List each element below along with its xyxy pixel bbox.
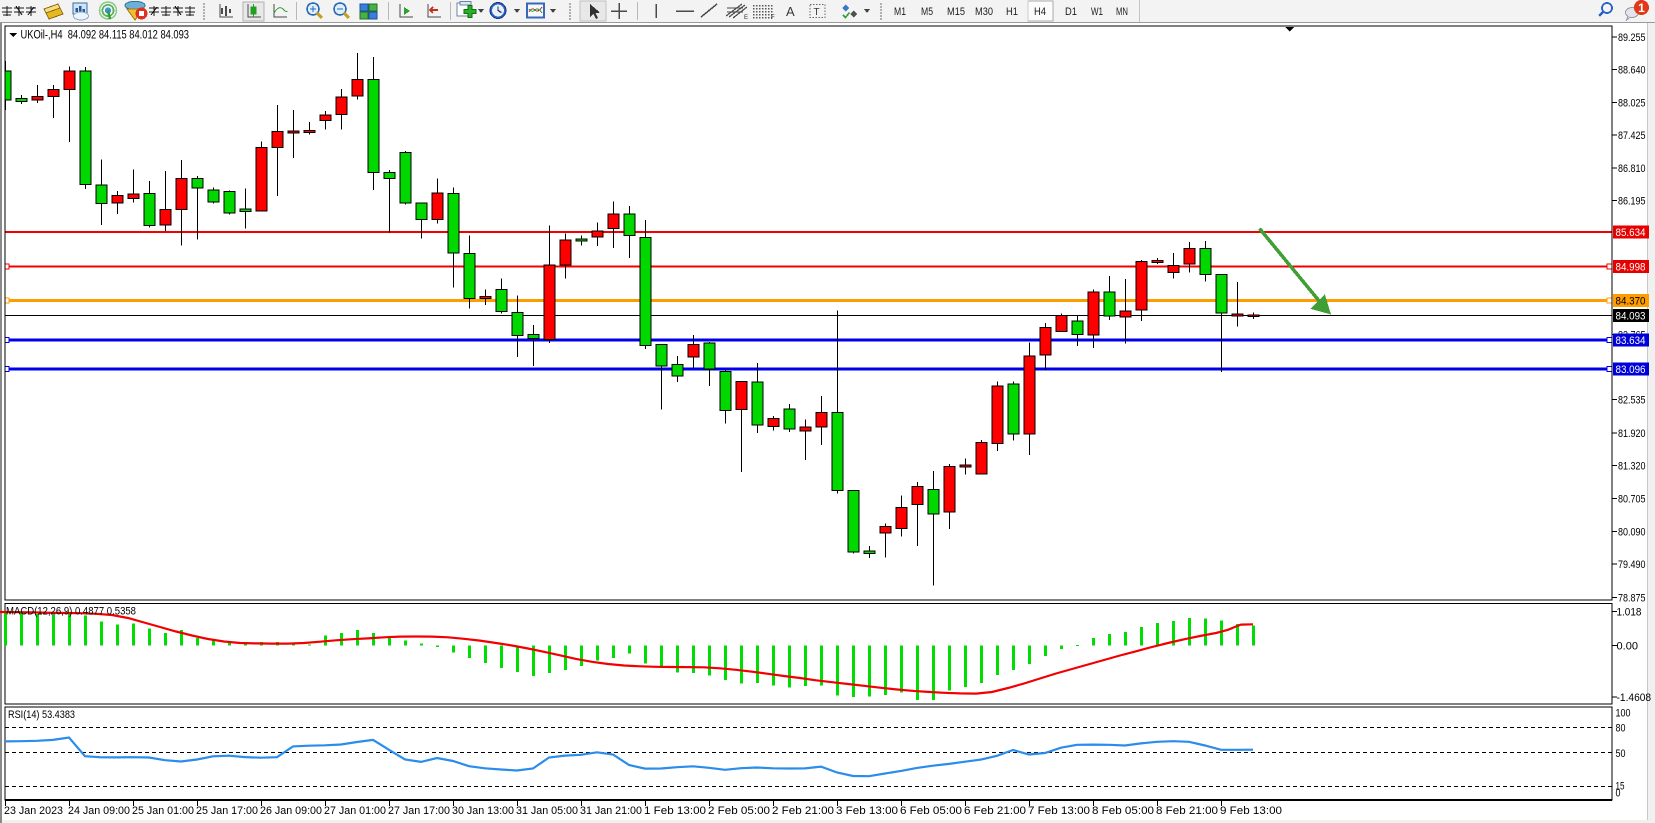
svg-text:A: A — [786, 4, 795, 19]
svg-text:M30: M30 — [975, 6, 993, 18]
svg-text:26 Jan 09:00: 26 Jan 09:00 — [260, 805, 322, 817]
svg-text:50: 50 — [1616, 748, 1626, 760]
svg-text:83.634: 83.634 — [1616, 335, 1646, 347]
svg-text:23 Jan 2023: 23 Jan 2023 — [4, 805, 63, 817]
svg-text:79.490: 79.490 — [1618, 559, 1646, 571]
svg-text:D1: D1 — [1065, 6, 1077, 18]
svg-text:8 Feb 21:00: 8 Feb 21:00 — [1156, 805, 1218, 817]
svg-text:31 Jan 05:00: 31 Jan 05:00 — [516, 805, 578, 817]
svg-text:7 Feb 13:00: 7 Feb 13:00 — [1028, 805, 1090, 817]
svg-text:1.018: 1.018 — [1617, 607, 1642, 619]
svg-text:27 Jan 01:00: 27 Jan 01:00 — [324, 805, 386, 817]
svg-text:H4: H4 — [1034, 6, 1046, 18]
svg-text:84.998: 84.998 — [1616, 262, 1646, 274]
svg-text:87.425: 87.425 — [1618, 130, 1646, 142]
svg-text:1 Feb 13:00: 1 Feb 13:00 — [644, 805, 706, 817]
svg-text:2 Feb 05:00: 2 Feb 05:00 — [708, 805, 770, 817]
svg-text:0: 0 — [1616, 788, 1621, 800]
svg-text:84.370: 84.370 — [1616, 296, 1646, 308]
svg-text:9 Feb 13:00: 9 Feb 13:00 — [1220, 805, 1282, 817]
svg-text:W1: W1 — [1091, 6, 1103, 18]
svg-text:81.320: 81.320 — [1618, 460, 1646, 472]
svg-text:31 Jan 21:00: 31 Jan 21:00 — [580, 805, 642, 817]
svg-text:E: E — [744, 15, 748, 21]
svg-text:RSI(14) 53.4383: RSI(14) 53.4383 — [8, 709, 75, 721]
svg-text:25 Jan 01:00: 25 Jan 01:00 — [132, 805, 194, 817]
svg-text:81.920: 81.920 — [1618, 428, 1646, 440]
svg-text:F: F — [771, 15, 775, 21]
svg-text:-1.4608: -1.4608 — [1617, 692, 1652, 704]
svg-text:86.810: 86.810 — [1618, 163, 1646, 175]
svg-text:83.096: 83.096 — [1616, 364, 1646, 376]
svg-text:24 Jan 09:00: 24 Jan 09:00 — [68, 805, 130, 817]
svg-text:30 Jan 13:00: 30 Jan 13:00 — [452, 805, 514, 817]
svg-text:86.195: 86.195 — [1618, 196, 1646, 208]
svg-text:6 Feb 05:00: 6 Feb 05:00 — [900, 805, 962, 817]
svg-text:80: 80 — [1616, 722, 1626, 734]
svg-text:82.535: 82.535 — [1618, 395, 1646, 407]
svg-text:0.00: 0.00 — [1617, 640, 1639, 652]
svg-text:M1: M1 — [894, 6, 906, 18]
svg-text:M5: M5 — [921, 6, 933, 18]
svg-text:8 Feb 05:00: 8 Feb 05:00 — [1092, 805, 1154, 817]
svg-text:UKOil-,H4 84.092 84.115 84.01: UKOil-,H4 84.092 84.115 84.012 84.093 — [21, 30, 190, 42]
svg-text:89.255: 89.255 — [1618, 32, 1646, 44]
svg-text:85.634: 85.634 — [1616, 227, 1646, 239]
svg-text:88.640: 88.640 — [1618, 65, 1646, 77]
svg-text:2 Feb 21:00: 2 Feb 21:00 — [772, 805, 834, 817]
svg-text:MN: MN — [1116, 6, 1128, 18]
svg-text:H1: H1 — [1006, 6, 1018, 18]
svg-text:M15: M15 — [947, 6, 965, 18]
svg-text:80.090: 80.090 — [1618, 527, 1646, 539]
svg-text:1: 1 — [1638, 1, 1645, 15]
svg-text:6 Feb 21:00: 6 Feb 21:00 — [964, 805, 1026, 817]
svg-text:MACD(12,26,9) 0.4877 0.5358: MACD(12,26,9) 0.4877 0.5358 — [6, 606, 136, 618]
svg-text:80.705: 80.705 — [1618, 494, 1646, 506]
svg-text:15: 15 — [1616, 781, 1625, 793]
svg-text:3 Feb 13:00: 3 Feb 13:00 — [836, 805, 898, 817]
svg-text:T: T — [814, 7, 820, 18]
svg-text:100: 100 — [1616, 708, 1631, 720]
svg-text:25 Jan 17:00: 25 Jan 17:00 — [196, 805, 258, 817]
svg-text:84.093: 84.093 — [1616, 311, 1646, 323]
svg-text:88.025: 88.025 — [1618, 97, 1646, 109]
svg-text:27 Jan 17:00: 27 Jan 17:00 — [388, 805, 450, 817]
svg-text:78.875: 78.875 — [1618, 592, 1646, 604]
